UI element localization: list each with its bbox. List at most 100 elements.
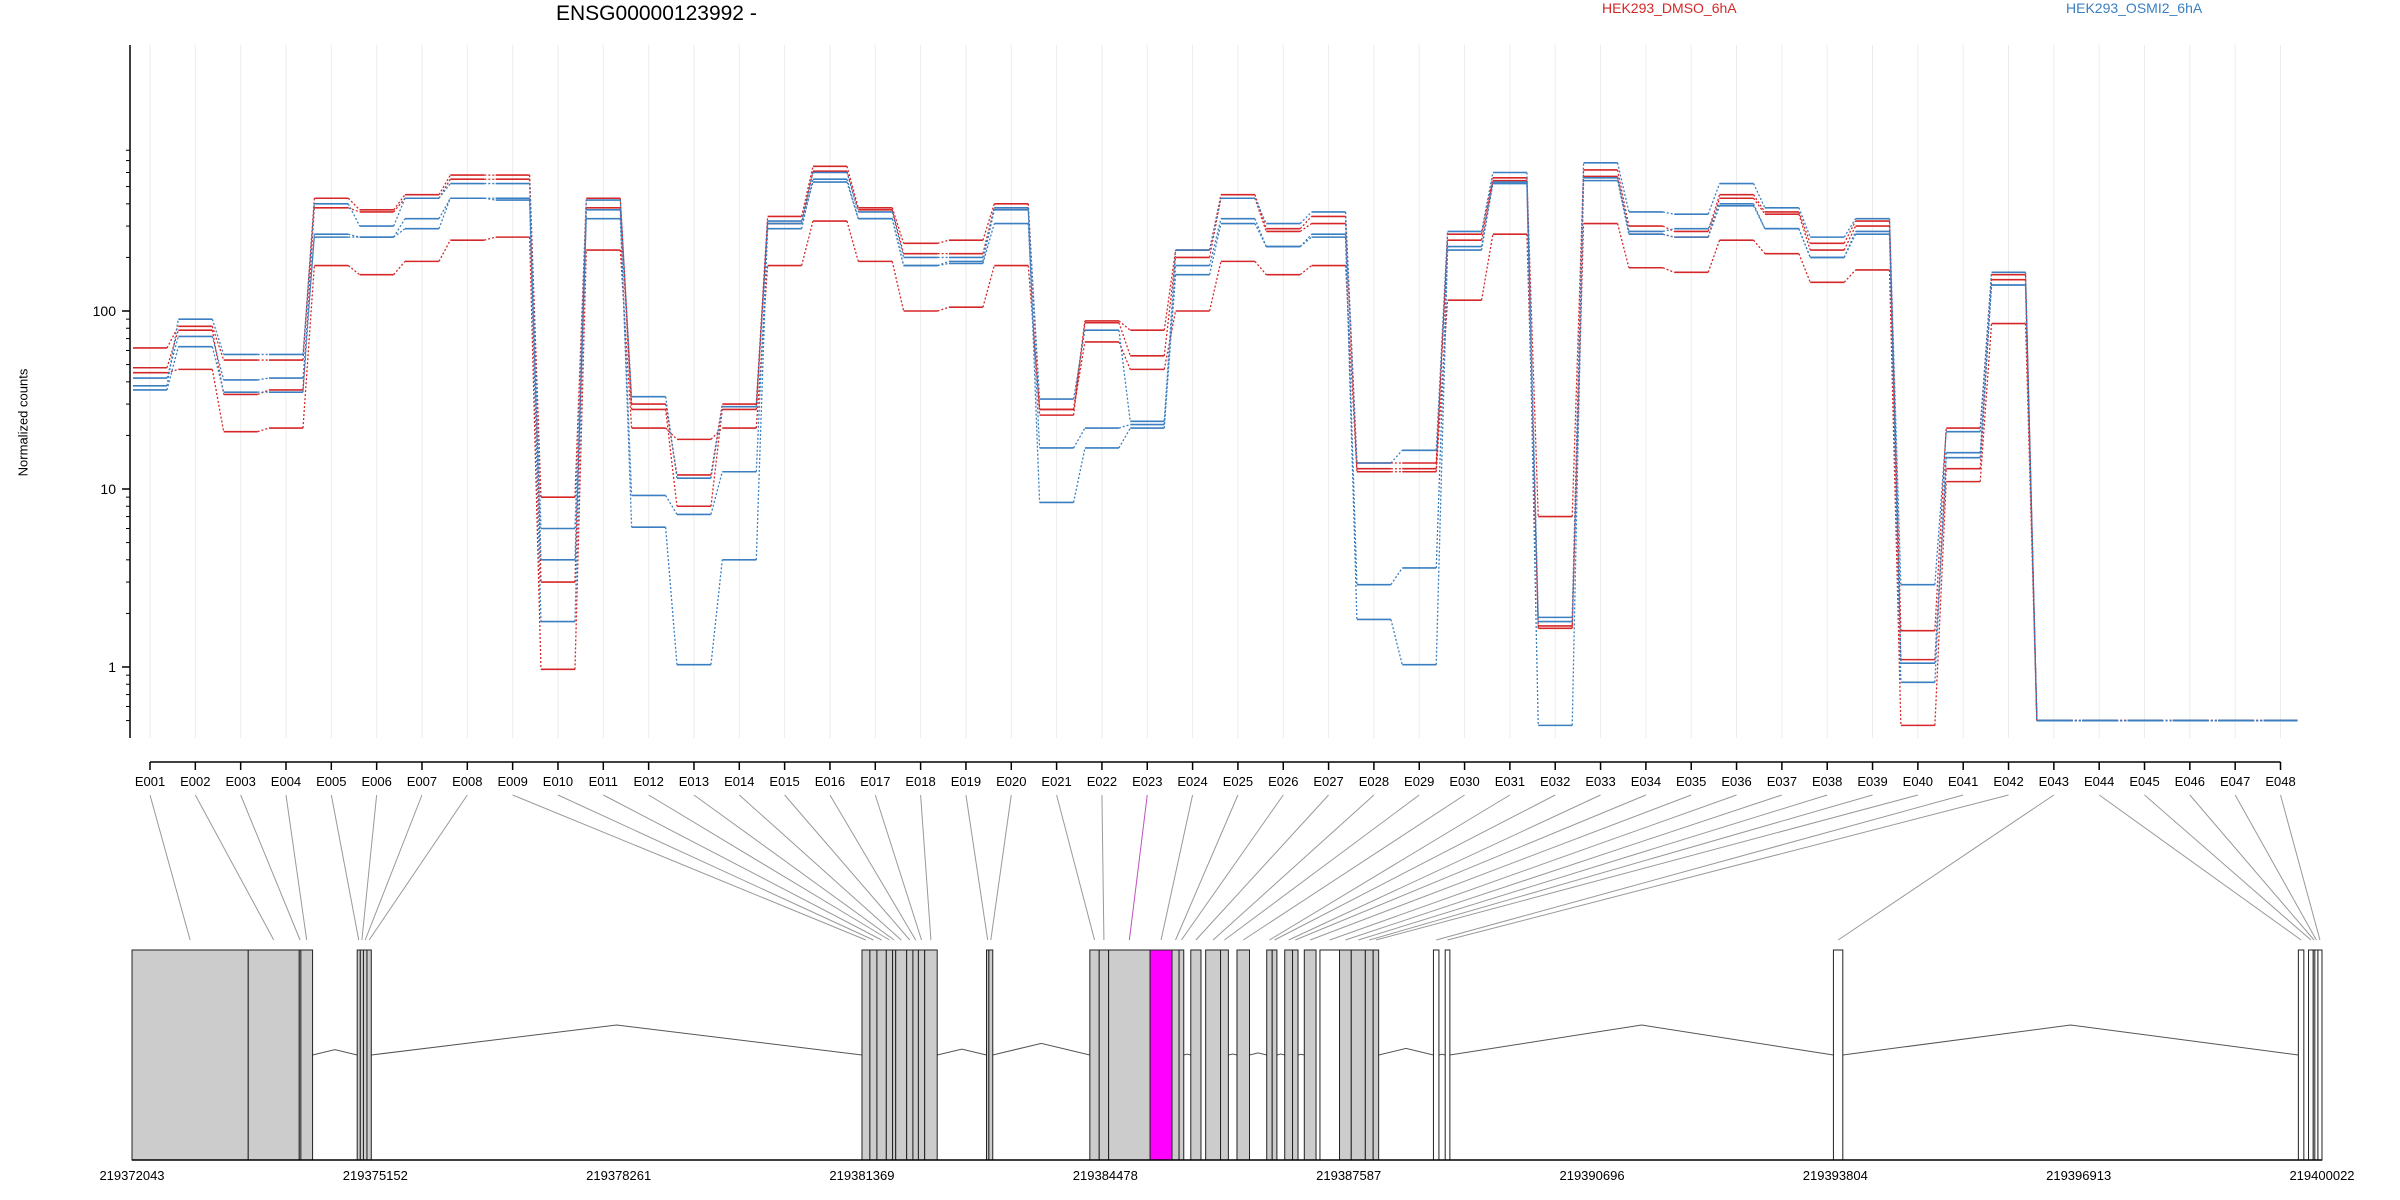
exon-connector xyxy=(1329,794,1737,941)
exon-box xyxy=(906,949,914,1161)
exon-box xyxy=(131,949,249,1161)
series-connector xyxy=(2024,284,2038,721)
series-connector xyxy=(1798,211,1811,244)
series-connector xyxy=(800,220,814,266)
series-connector xyxy=(302,237,315,379)
series-connector xyxy=(211,336,225,381)
series-connector xyxy=(1480,181,1494,251)
series-connector xyxy=(1662,211,1675,215)
exon-connector xyxy=(784,794,911,941)
series-connector xyxy=(1435,231,1449,451)
intron-line xyxy=(371,1024,863,1056)
exon-connector xyxy=(149,794,191,941)
series-connector xyxy=(166,336,179,379)
intron-line xyxy=(1438,1053,1446,1056)
exon-box xyxy=(247,949,300,1161)
exon-box xyxy=(1432,949,1440,1161)
exon-connector xyxy=(1288,794,1601,941)
series-connector xyxy=(1616,169,1630,227)
exon-box xyxy=(1220,949,1229,1161)
series-connector xyxy=(800,172,814,222)
series-connector xyxy=(1798,228,1811,258)
series-connector xyxy=(166,346,179,391)
exon-box xyxy=(917,949,926,1161)
x-tick-label: E020 xyxy=(996,774,1026,789)
exon-connector xyxy=(2189,794,2315,941)
series-connector xyxy=(1163,249,1177,331)
series-connector xyxy=(257,377,270,381)
series-connector xyxy=(1072,320,1086,410)
exon-connector xyxy=(2280,794,2321,941)
exon-connector xyxy=(330,794,360,941)
x-tick-label: E023 xyxy=(1132,774,1162,789)
exon-box xyxy=(2297,949,2305,1161)
series-connector xyxy=(484,197,496,201)
exon-box xyxy=(1364,949,1374,1161)
series-connector xyxy=(1390,567,1403,586)
series-connector xyxy=(1753,194,1766,213)
exon-connector xyxy=(194,794,275,941)
exon-connector xyxy=(368,794,468,941)
series-connector xyxy=(1888,269,1902,726)
intron-line xyxy=(1449,1024,1834,1056)
exon-connector xyxy=(603,794,882,941)
series-connector xyxy=(211,326,225,361)
x-tick-label: E028 xyxy=(1359,774,1389,789)
exon-box xyxy=(1089,949,1100,1161)
x-tick-label: E018 xyxy=(905,774,935,789)
series-connector xyxy=(1435,300,1449,472)
series-connector xyxy=(1254,218,1267,247)
series-connector xyxy=(1979,284,1993,453)
exon-connector xyxy=(1212,794,1375,941)
x-tick-label: E022 xyxy=(1087,774,1117,789)
series-connector xyxy=(710,559,723,665)
legend-item-osmi2: HEK293_OSMI2_6hA xyxy=(2066,0,2203,16)
series-connector xyxy=(1707,239,1721,273)
exon-connector xyxy=(1295,794,1647,941)
x-tick-label: E026 xyxy=(1268,774,1298,789)
x-tick-label: E042 xyxy=(1993,774,2023,789)
x-tick-label: E025 xyxy=(1223,774,1253,789)
series-connector xyxy=(800,181,814,224)
series-connector xyxy=(1843,225,1857,251)
series-connector xyxy=(1571,180,1585,726)
series-connector xyxy=(528,183,542,529)
exon-connector xyxy=(1436,794,1964,941)
x-tick-label: E017 xyxy=(860,774,890,789)
series-connector xyxy=(846,220,859,262)
exon-box xyxy=(1303,949,1317,1161)
series-connector xyxy=(1254,223,1267,247)
series-connector xyxy=(1118,330,1131,422)
x-tick-label: E048 xyxy=(2265,774,2295,789)
series-connector xyxy=(393,260,406,276)
series-connector xyxy=(1027,207,1041,416)
series-connector xyxy=(1934,481,1947,726)
series-connector xyxy=(1526,182,1539,726)
x-tick-label: E046 xyxy=(2175,774,2205,789)
x-tick-label: E008 xyxy=(452,774,482,789)
exon-box xyxy=(1292,949,1299,1161)
exon-box xyxy=(366,949,372,1161)
exon-connector xyxy=(2234,794,2317,941)
series-connector xyxy=(166,319,179,386)
series-connector xyxy=(1662,267,1675,273)
exon-box xyxy=(876,949,887,1161)
x-tick-label: E007 xyxy=(407,774,437,789)
exon-connector xyxy=(1195,794,1329,941)
series-connector xyxy=(1888,234,1902,683)
exon-connector xyxy=(1101,794,1105,941)
genomic-tick-label: 219396913 xyxy=(2046,1168,2111,1183)
series-connector xyxy=(1752,205,1766,229)
x-tick-label: E005 xyxy=(316,774,346,789)
exon-connector xyxy=(1180,794,1284,941)
series-connector xyxy=(1979,323,1993,482)
exon-connector xyxy=(920,794,932,941)
series-connector xyxy=(1299,236,1312,248)
series-connector xyxy=(1254,197,1267,224)
series-connector xyxy=(484,236,496,241)
series-connector xyxy=(1390,619,1403,665)
series-connector xyxy=(1753,197,1766,215)
series-connector xyxy=(982,209,995,262)
genomic-tick-label: 219400022 xyxy=(2289,1168,2354,1183)
exon-box xyxy=(1832,949,1844,1161)
